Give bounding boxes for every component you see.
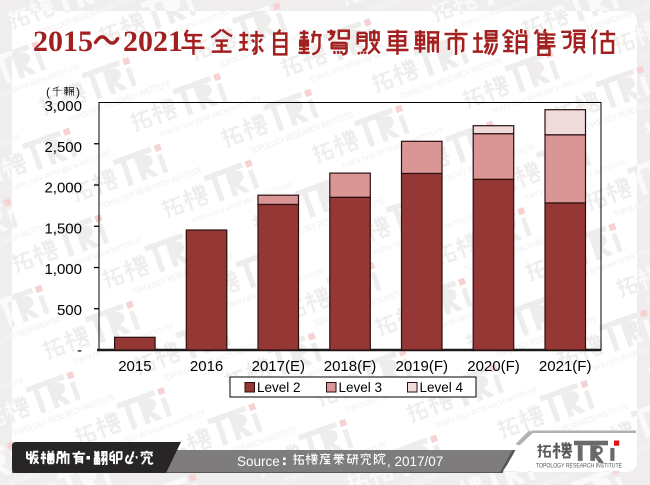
- svg-text:Source: Source: [237, 454, 280, 469]
- svg-text:2,000: 2,000: [44, 180, 82, 197]
- svg-text:2015: 2015: [33, 25, 93, 58]
- svg-text:2020(F): 2020(F): [467, 358, 520, 375]
- svg-text:(: (: [46, 85, 50, 99]
- svg-text:1,500: 1,500: [44, 220, 82, 237]
- svg-text:2019(F): 2019(F): [396, 358, 449, 375]
- svg-text:1,000: 1,000: [44, 261, 82, 278]
- svg-text:Level 2: Level 2: [257, 380, 301, 395]
- svg-text:, 2017/07: , 2017/07: [387, 454, 443, 469]
- svg-text:2,500: 2,500: [44, 139, 82, 156]
- svg-text:500: 500: [57, 302, 82, 319]
- svg-text:2021(F): 2021(F): [539, 358, 592, 375]
- svg-text:2016: 2016: [190, 358, 223, 375]
- svg-text:): ): [76, 85, 80, 99]
- svg-text:2017(E): 2017(E): [252, 358, 305, 375]
- svg-text:2015: 2015: [118, 358, 151, 375]
- svg-text:2021: 2021: [123, 25, 183, 58]
- svg-text:Level 4: Level 4: [420, 380, 464, 395]
- svg-text:TOPOLOGY RESEARCH INSTITUTE: TOPOLOGY RESEARCH INSTITUTE: [536, 462, 622, 469]
- svg-text:2018(F): 2018(F): [324, 358, 377, 375]
- svg-text:Level 3: Level 3: [339, 380, 383, 395]
- svg-text:-: -: [77, 342, 82, 359]
- svg-text:3,000: 3,000: [44, 98, 82, 115]
